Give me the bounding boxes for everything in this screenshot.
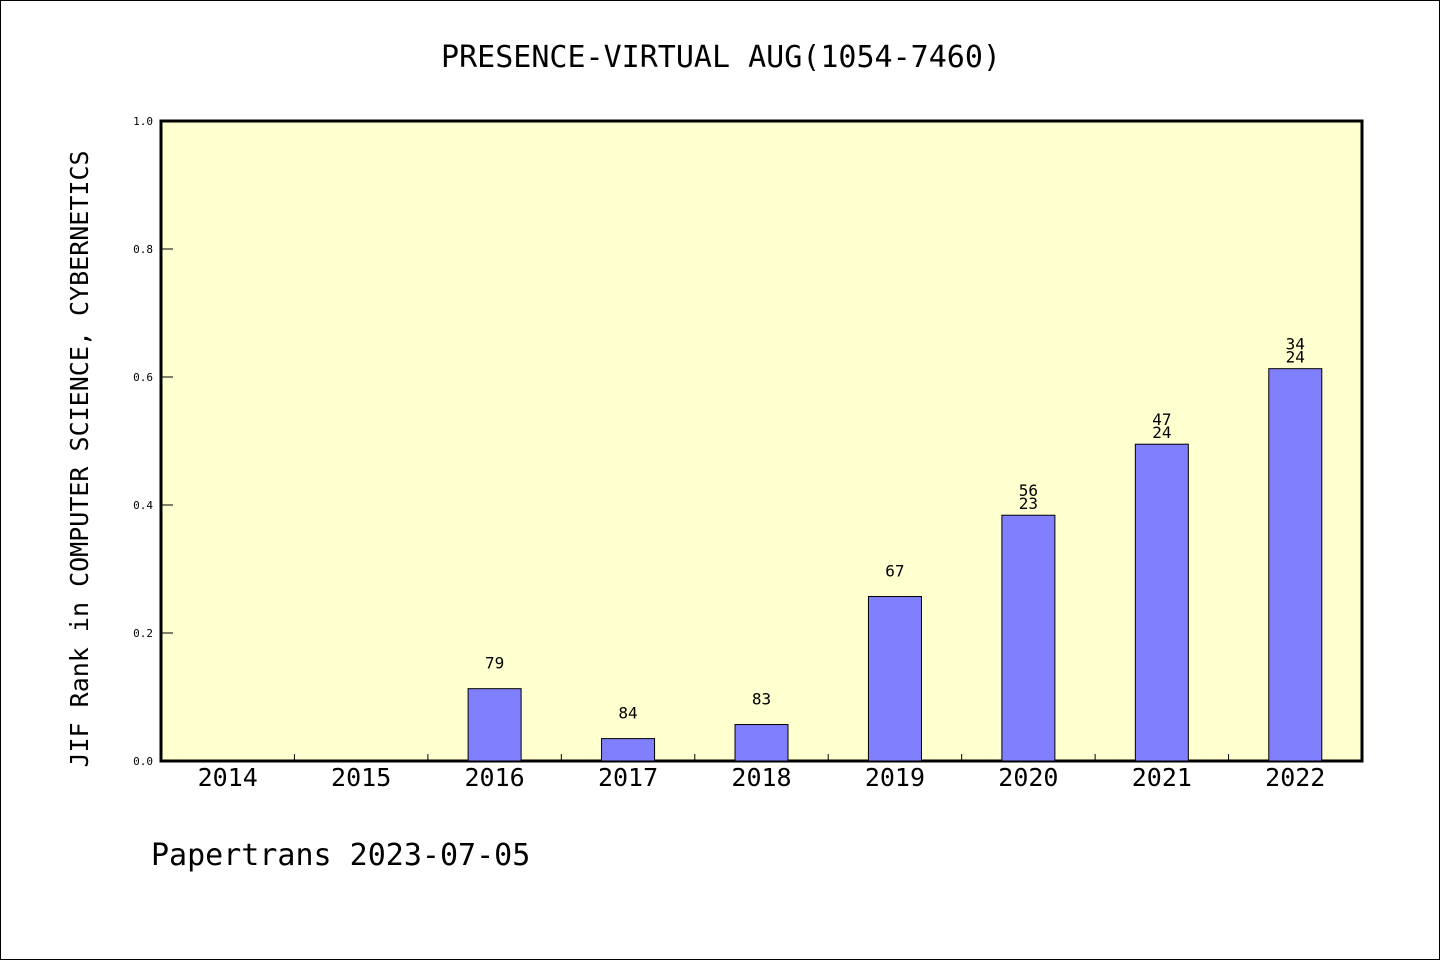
y-tick-label: 1.0 (133, 115, 153, 128)
footer-text: Papertrans 2023-07-05 (151, 838, 530, 873)
y-tick-label: 0.2 (133, 627, 153, 640)
x-tick-label: 2022 (1265, 763, 1325, 792)
bars-group (467, 368, 1323, 762)
bar-label-bottom: 23 (1019, 494, 1038, 513)
x-tick-label: 2018 (731, 763, 791, 792)
x-axis-ticks: 2014 2015 2016 2017 2018 2019 2020 2021 2022 (198, 754, 1325, 792)
chart-title: PRESENCE-VIRTUAL AUG(1054-7460) (441, 40, 1001, 75)
x-tick-label: 2016 (465, 763, 525, 792)
x-tick-label: 2017 (598, 763, 658, 792)
bar-label: 83 (752, 690, 771, 709)
x-tick-label: 2015 (331, 763, 391, 792)
y-tick-label: 0.4 (133, 499, 153, 512)
bar-2018 (734, 724, 789, 762)
y-tick-label: 0.6 (133, 371, 153, 384)
bar-label-bottom: 24 (1286, 348, 1305, 367)
y-tick-label: 0.8 (133, 243, 153, 256)
x-tick-label: 2014 (198, 763, 258, 792)
bar-label-top: 34 (1286, 335, 1305, 354)
bar-2017 (601, 738, 656, 762)
bar-label: 67 (885, 562, 904, 581)
bar-2019 (867, 596, 922, 762)
bar-label-bottom: 24 (1152, 423, 1171, 442)
bar-2020 (1001, 514, 1056, 762)
bar-2016 (467, 688, 522, 762)
y-tick-label: 0.0 (133, 755, 153, 768)
bar-2022 (1268, 368, 1323, 762)
bar-label: 84 (618, 704, 637, 723)
bar-label: 79 (485, 654, 504, 673)
x-tick-label: 2019 (865, 763, 925, 792)
bar-label-top: 47 (1152, 410, 1171, 429)
y-axis-ticks: 0.0 0.2 0.4 0.6 0.8 1.0 (133, 115, 173, 768)
bar-label-top: 56 (1019, 481, 1038, 500)
x-tick-label: 2021 (1132, 763, 1192, 792)
bar-2021 (1134, 443, 1189, 762)
y-axis-label: JIF Rank in COMPUTER SCIENCE, CYBERNETIC… (65, 150, 94, 767)
x-tick-label: 2020 (998, 763, 1058, 792)
